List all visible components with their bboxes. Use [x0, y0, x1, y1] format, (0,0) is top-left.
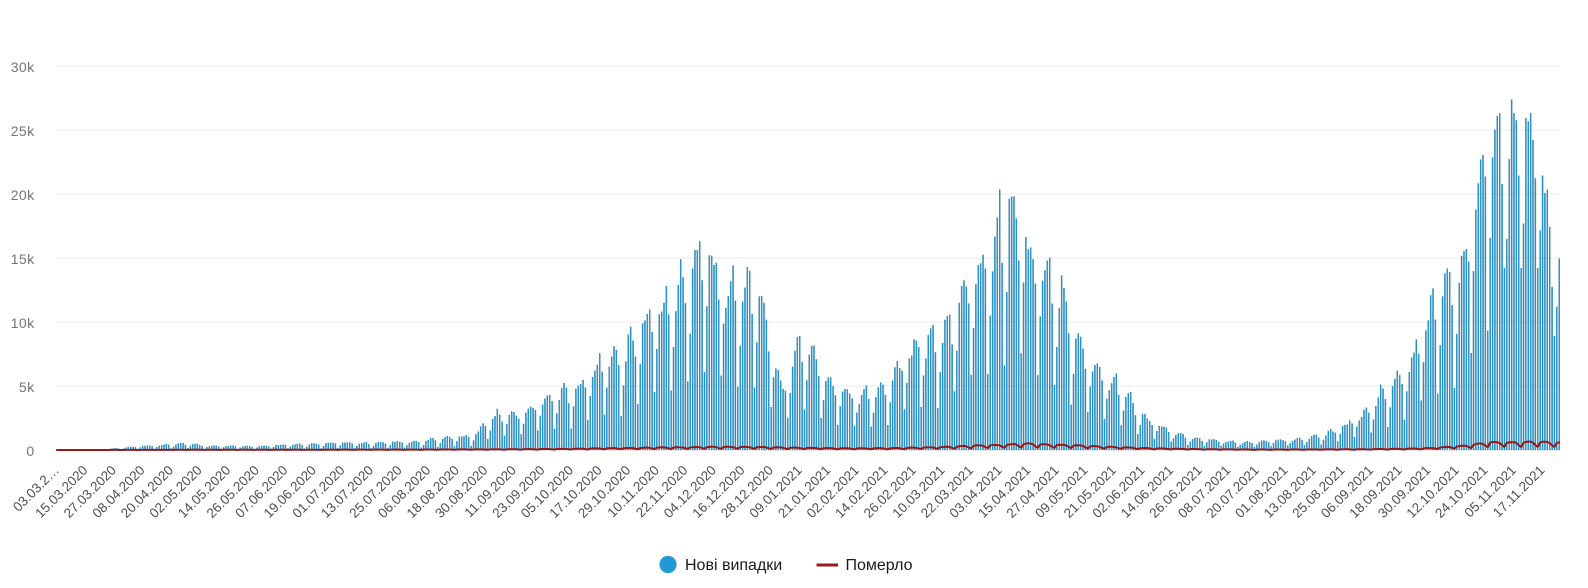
- svg-text:15k: 15k: [11, 251, 35, 267]
- svg-text:Нові випадки: Нові випадки: [685, 557, 782, 574]
- svg-text:30k: 30k: [11, 59, 35, 75]
- svg-text:0: 0: [26, 443, 34, 459]
- svg-text:Померло: Померло: [846, 557, 913, 574]
- svg-text:5k: 5k: [19, 379, 35, 395]
- svg-text:10k: 10k: [11, 315, 35, 331]
- svg-text:25k: 25k: [11, 123, 35, 139]
- svg-text:20k: 20k: [11, 187, 35, 203]
